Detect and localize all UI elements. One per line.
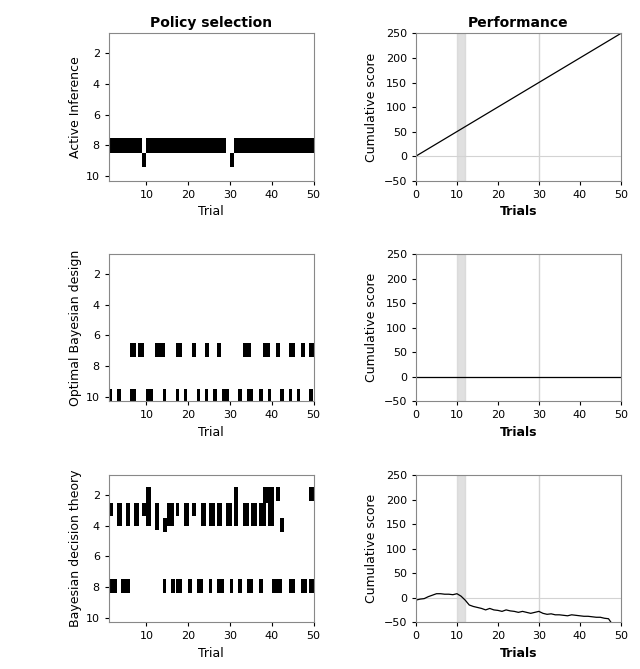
Bar	[289, 343, 295, 357]
Y-axis label: Cumulative score: Cumulative score	[365, 273, 378, 383]
Bar	[218, 343, 221, 357]
Bar	[196, 579, 203, 593]
Bar	[138, 343, 145, 357]
Bar	[238, 389, 242, 401]
X-axis label: Trials: Trials	[500, 205, 537, 218]
Bar	[122, 579, 130, 593]
Bar	[309, 343, 316, 357]
Bar	[117, 389, 120, 401]
Bar	[226, 502, 232, 526]
X-axis label: Trial: Trial	[198, 205, 224, 218]
X-axis label: Trials: Trials	[500, 647, 537, 660]
Bar	[251, 502, 257, 526]
Bar	[163, 389, 166, 401]
Bar	[175, 343, 182, 357]
Bar	[264, 487, 268, 502]
Bar	[109, 579, 117, 593]
Bar	[234, 138, 318, 153]
Bar	[184, 389, 188, 401]
Bar	[193, 502, 196, 516]
Bar	[309, 579, 316, 593]
Bar	[243, 502, 249, 526]
Bar	[205, 343, 209, 357]
Bar	[218, 502, 223, 526]
Bar	[297, 389, 300, 401]
Bar	[268, 487, 274, 526]
Bar	[201, 502, 206, 526]
X-axis label: Trial: Trial	[198, 647, 224, 660]
Bar	[209, 502, 216, 526]
Y-axis label: Cumulative score: Cumulative score	[365, 494, 378, 603]
Bar	[301, 343, 305, 357]
Bar	[196, 389, 200, 401]
Bar	[276, 487, 280, 501]
X-axis label: Trials: Trials	[500, 426, 537, 439]
Bar	[243, 343, 251, 357]
Title: Performance: Performance	[468, 15, 569, 29]
Bar	[289, 389, 292, 401]
Bar	[457, 254, 465, 401]
Bar	[109, 138, 142, 153]
Bar	[247, 389, 253, 401]
Bar	[205, 389, 208, 401]
Bar	[259, 389, 262, 401]
Bar	[155, 502, 159, 530]
Bar	[259, 502, 266, 526]
Bar	[125, 502, 130, 526]
Bar	[109, 502, 113, 516]
Y-axis label: Optimal Bayesian design: Optimal Bayesian design	[68, 250, 82, 406]
Bar	[213, 389, 216, 401]
Bar	[188, 579, 191, 593]
Bar	[280, 389, 284, 401]
Bar	[230, 579, 234, 593]
Bar	[230, 153, 234, 167]
Bar	[276, 343, 280, 357]
Bar	[264, 343, 269, 357]
Bar	[457, 475, 465, 622]
Bar	[167, 502, 173, 526]
Bar	[175, 389, 179, 401]
Bar	[117, 502, 122, 526]
Bar	[130, 343, 136, 357]
Bar	[309, 487, 316, 501]
Bar	[175, 579, 182, 593]
Bar	[155, 343, 165, 357]
Bar	[130, 389, 136, 401]
Bar	[209, 579, 212, 593]
Bar	[218, 579, 224, 593]
Bar	[457, 33, 465, 181]
Bar	[134, 502, 139, 526]
Bar	[247, 579, 253, 593]
Y-axis label: Active Inference: Active Inference	[68, 56, 82, 158]
Bar	[163, 518, 167, 532]
Bar	[175, 502, 179, 516]
Bar	[184, 502, 189, 526]
Bar	[109, 389, 112, 401]
Y-axis label: Cumulative score: Cumulative score	[365, 52, 378, 162]
Bar	[268, 389, 271, 401]
Bar	[309, 389, 313, 401]
Bar	[280, 518, 284, 532]
X-axis label: Trial: Trial	[198, 426, 224, 439]
Bar	[221, 389, 229, 401]
Bar	[147, 487, 152, 526]
Bar	[234, 487, 238, 526]
Y-axis label: Bayesian decision theory: Bayesian decision theory	[68, 470, 82, 628]
Bar	[147, 138, 226, 153]
Bar	[301, 579, 307, 593]
Bar	[147, 389, 153, 401]
Bar	[272, 579, 282, 593]
Bar	[172, 579, 175, 593]
Bar	[142, 153, 147, 167]
Bar	[193, 343, 196, 357]
Bar	[163, 579, 166, 593]
Title: Policy selection: Policy selection	[150, 15, 272, 29]
Bar	[238, 579, 242, 593]
Bar	[289, 579, 295, 593]
Bar	[259, 579, 262, 593]
Bar	[142, 502, 147, 516]
